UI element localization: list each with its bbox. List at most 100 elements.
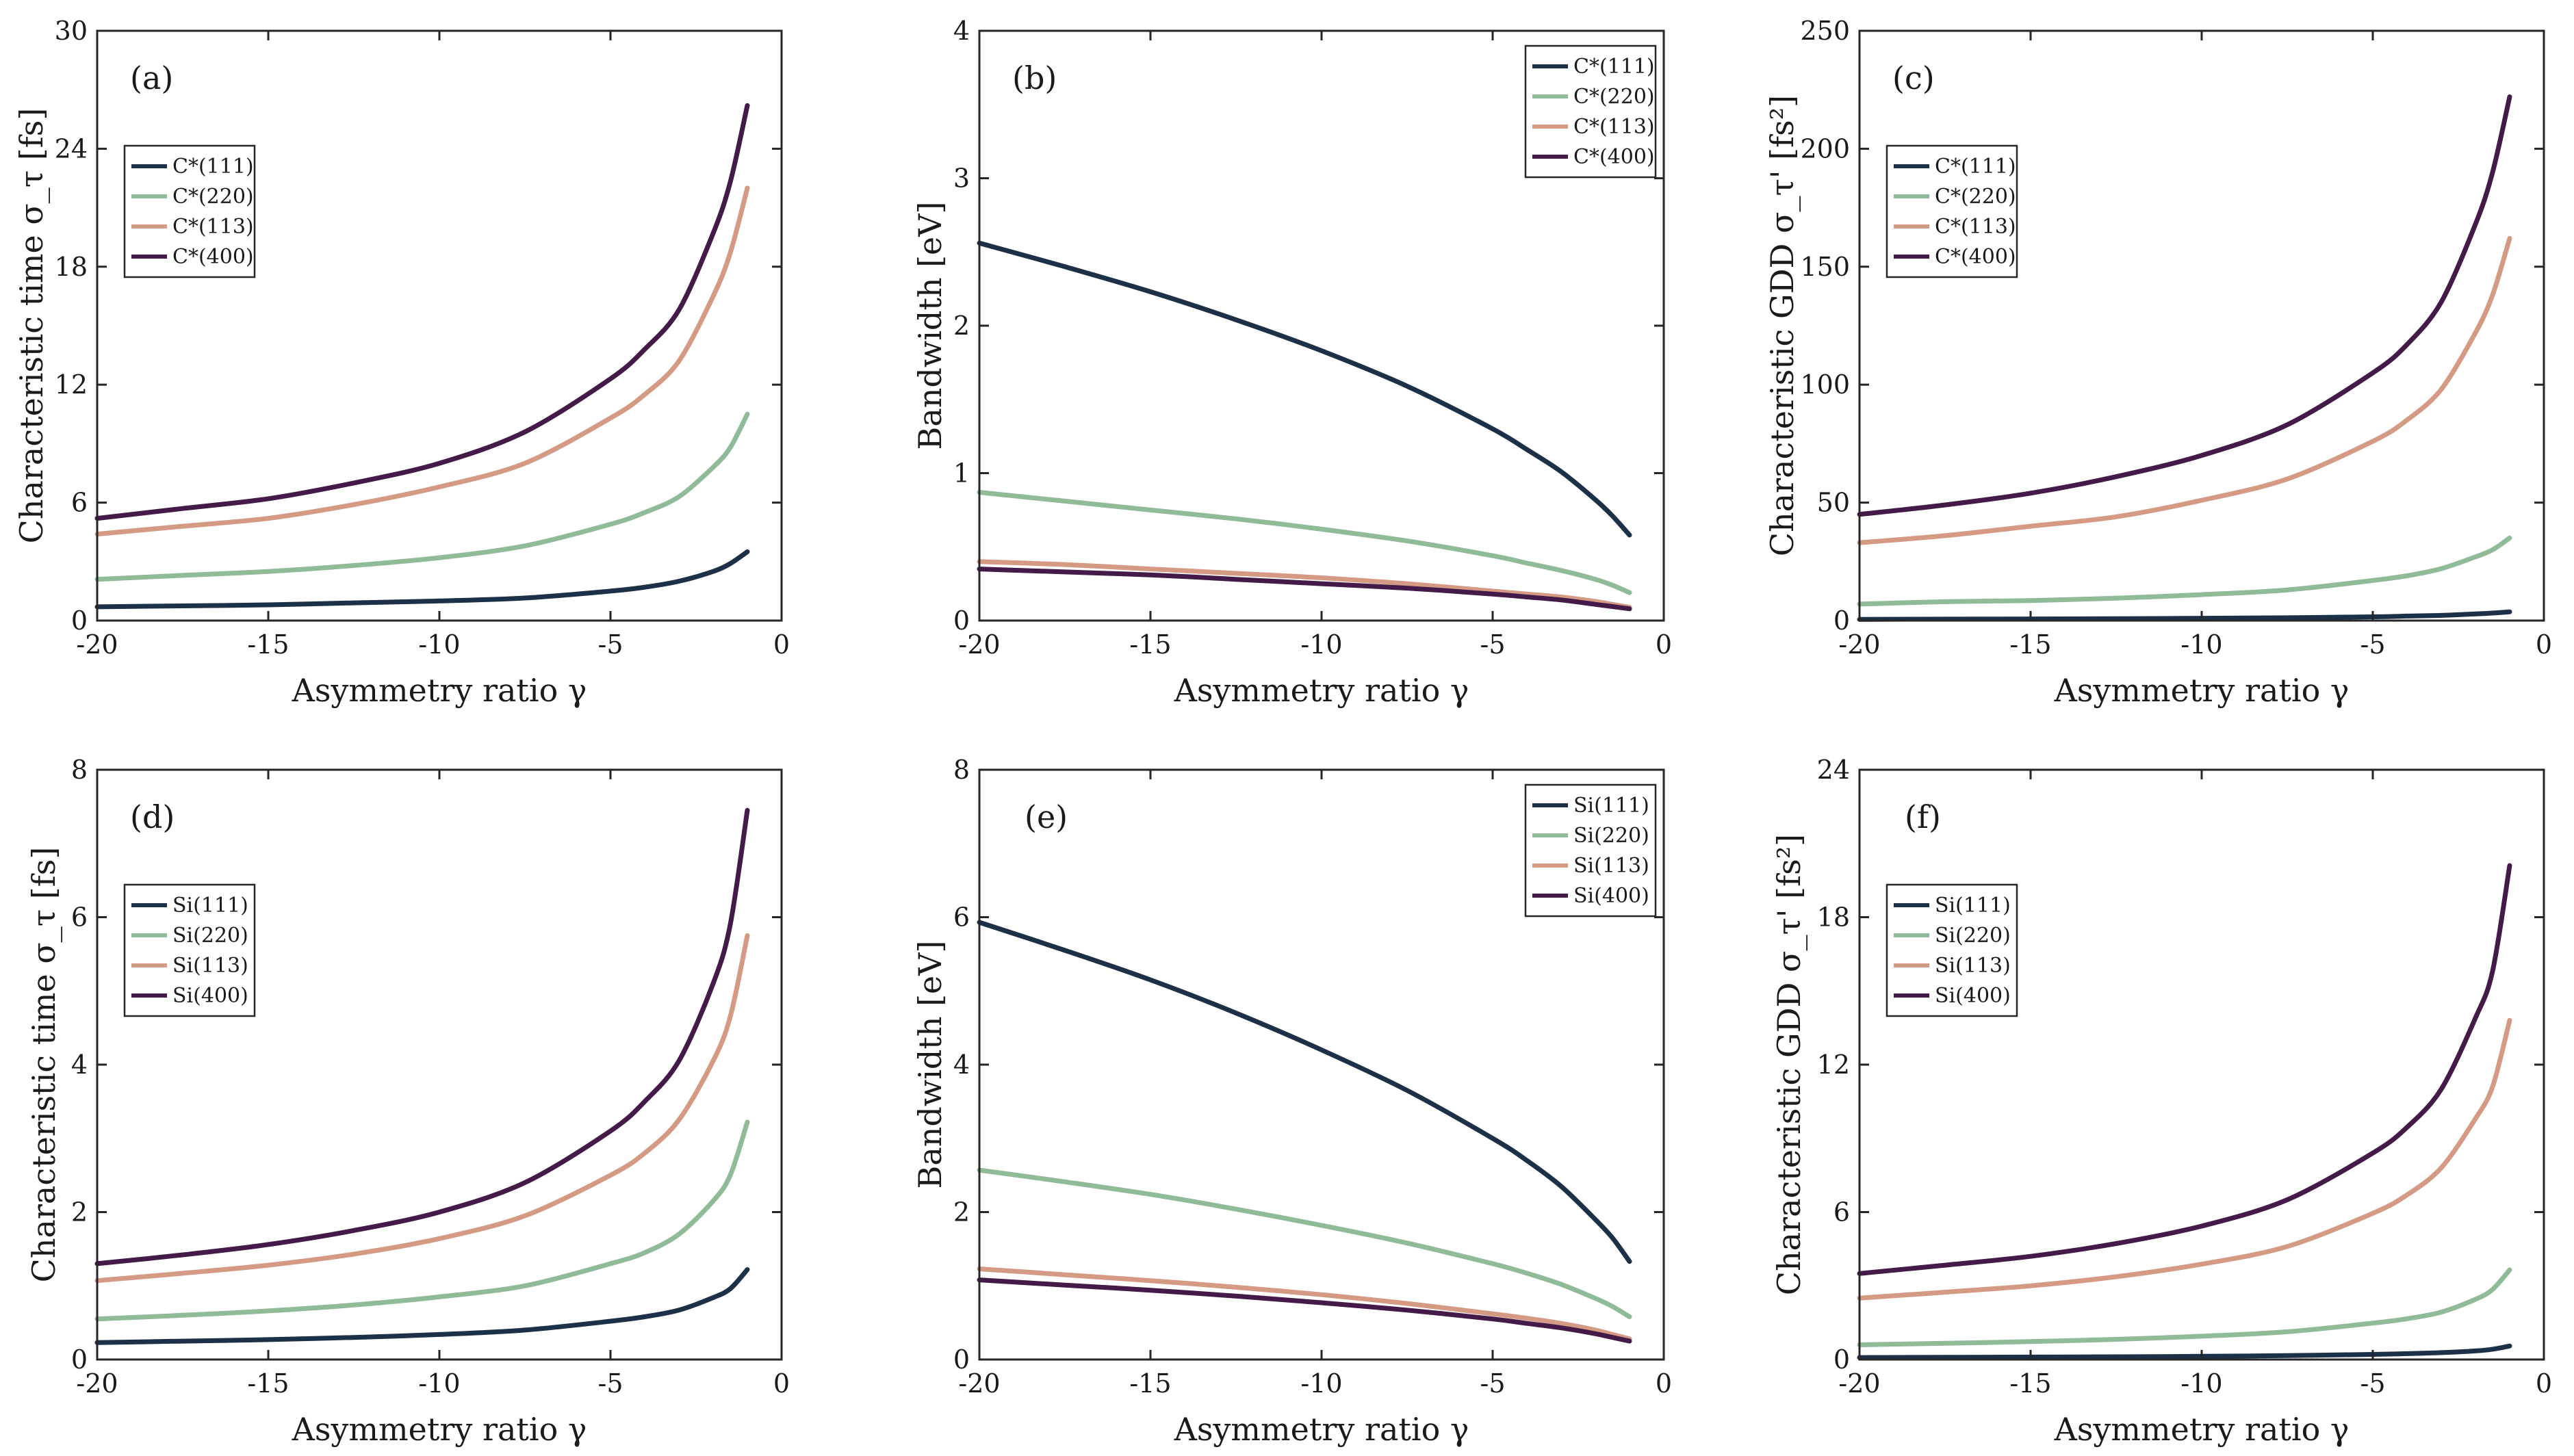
panel-c: -20 -15 -10 -5 0 0 50 100 150 200 250 (c) Asymmetr… bbox=[1764, 16, 2552, 709]
x-tick-label-f-3: -5 bbox=[2360, 1368, 2385, 1399]
x-axis-label-e: Asymmetry ratio γ bbox=[1174, 1411, 1469, 1448]
x-axis-label-c: Asymmetry ratio γ bbox=[2054, 672, 2350, 709]
plot-lines-a bbox=[94, 103, 750, 610]
x-axis-label-d: Asymmetry ratio γ bbox=[292, 1411, 587, 1448]
y-tick-label-c-2: 100 bbox=[1800, 369, 1850, 400]
x-axis-label-a: Asymmetry ratio γ bbox=[292, 672, 587, 709]
panel-label-b: (b) bbox=[1012, 60, 1057, 96]
legend-label-e-1: Si(111) bbox=[1573, 794, 1649, 818]
x-tick-label-b-3: -5 bbox=[1480, 629, 1505, 660]
plot-lines-d bbox=[94, 807, 750, 1345]
x-tick-label-a-4: 0 bbox=[773, 629, 790, 660]
series-line-f-3 bbox=[1857, 1017, 2512, 1301]
series-line-f-1 bbox=[1857, 1343, 2512, 1360]
y-tick-label-c-5: 250 bbox=[1800, 16, 1850, 46]
x-tick-label-c-3: -5 bbox=[2360, 629, 2385, 660]
y-tick-label-e-4: 8 bbox=[953, 755, 970, 785]
legend-label-d-3: Si(113) bbox=[172, 954, 248, 978]
x-tick-label-d-4: 0 bbox=[773, 1368, 790, 1399]
panel-label-e: (e) bbox=[1025, 798, 1068, 835]
x-tick-label-b-0: -20 bbox=[958, 629, 1000, 660]
series-line-a-2 bbox=[94, 411, 750, 582]
y-tick-label-f-4: 24 bbox=[1817, 755, 1850, 785]
y-tick-label-a-1: 6 bbox=[71, 488, 88, 518]
series-line-d-2 bbox=[94, 1119, 750, 1322]
series-line-b-4 bbox=[977, 567, 1632, 612]
y-tick-label-d-4: 8 bbox=[71, 755, 88, 785]
y-tick-label-b-1: 1 bbox=[953, 458, 970, 489]
series-line-c-3 bbox=[1857, 235, 2512, 545]
plot-lines-f bbox=[1857, 863, 2512, 1360]
x-tick-label-e-0: -20 bbox=[958, 1368, 1000, 1399]
series-line-f-4 bbox=[1857, 863, 2512, 1276]
panel-label-f: (f) bbox=[1905, 798, 1941, 835]
legend-label-a-1: C*(111) bbox=[172, 155, 254, 179]
x-tick-label-e-3: -5 bbox=[1480, 1368, 1505, 1399]
y-tick-label-d-1: 2 bbox=[71, 1197, 88, 1227]
series-line-b-3 bbox=[977, 559, 1632, 610]
legend-label-a-4: C*(400) bbox=[172, 245, 254, 269]
x-tick-label-d-0: -20 bbox=[76, 1368, 118, 1399]
legend-c: C*(111) C*(220) C*(113) C*(400) bbox=[1886, 144, 2018, 278]
y-tick-label-f-3: 18 bbox=[1817, 902, 1850, 933]
series-line-c-2 bbox=[1857, 535, 2512, 607]
x-tick-label-f-2: -10 bbox=[2180, 1368, 2222, 1399]
legend-label-f-3: Si(113) bbox=[1935, 954, 2011, 978]
legend-label-b-1: C*(111) bbox=[1573, 55, 1655, 79]
y-tick-label-d-3: 6 bbox=[71, 902, 88, 933]
x-axis-label-f: Asymmetry ratio γ bbox=[2054, 1411, 2350, 1448]
y-axis-label-f: Characteristic GDD σ_τ' [fs²] bbox=[1771, 834, 1807, 1295]
x-tick-label-e-2: -10 bbox=[1300, 1368, 1342, 1399]
legend-a: C*(111) C*(220) C*(113) C*(400) bbox=[123, 144, 256, 278]
ticks-e: -20 -15 -10 -5 0 0 2 4 6 8 bbox=[953, 755, 1672, 1399]
legend-label-b-3: C*(113) bbox=[1573, 115, 1655, 139]
y-tick-label-d-0: 0 bbox=[71, 1344, 88, 1375]
series-line-d-3 bbox=[94, 933, 750, 1284]
series-line-e-3 bbox=[977, 1266, 1632, 1342]
y-axis-label-b: Bandwidth [eV] bbox=[912, 202, 949, 450]
x-tick-label-f-0: -20 bbox=[1838, 1368, 1880, 1399]
y-tick-label-c-3: 150 bbox=[1800, 252, 1850, 282]
x-tick-label-c-0: -20 bbox=[1838, 629, 1880, 660]
legend-e: Si(111) Si(220) Si(113) Si(400) bbox=[1524, 783, 1657, 918]
x-tick-label-f-1: -15 bbox=[2009, 1368, 2051, 1399]
x-tick-label-d-1: -15 bbox=[247, 1368, 289, 1399]
legend-label-a-3: C*(113) bbox=[172, 215, 254, 239]
x-tick-label-b-1: -15 bbox=[1129, 629, 1171, 660]
series-line-e-1 bbox=[977, 920, 1632, 1264]
y-tick-label-a-0: 0 bbox=[71, 606, 88, 636]
x-tick-label-f-4: 0 bbox=[2536, 1368, 2552, 1399]
ticks-d: -20 -15 -10 -5 0 0 2 4 6 8 bbox=[71, 755, 790, 1399]
y-tick-label-a-4: 24 bbox=[55, 133, 88, 164]
legend-label-d-4: Si(400) bbox=[172, 984, 248, 1008]
series-line-e-2 bbox=[977, 1167, 1632, 1319]
plot-lines-b bbox=[977, 240, 1632, 612]
x-tick-label-b-2: -10 bbox=[1300, 629, 1342, 660]
y-tick-label-e-3: 6 bbox=[953, 902, 970, 933]
y-tick-label-d-2: 4 bbox=[71, 1050, 88, 1080]
legend-d: Si(111) Si(220) Si(113) Si(400) bbox=[123, 883, 256, 1017]
legend-label-f-2: Si(220) bbox=[1935, 924, 2011, 948]
y-tick-label-f-1: 6 bbox=[1833, 1197, 1850, 1227]
legend-label-c-3: C*(113) bbox=[1935, 215, 2016, 239]
legend-label-f-1: Si(111) bbox=[1935, 894, 2011, 918]
x-axis-label-b: Asymmetry ratio γ bbox=[1174, 672, 1469, 709]
y-tick-label-c-4: 200 bbox=[1800, 133, 1850, 164]
series-line-b-1 bbox=[977, 240, 1632, 538]
y-tick-label-e-1: 2 bbox=[953, 1197, 970, 1227]
x-tick-label-a-0: -20 bbox=[76, 629, 118, 660]
plot-lines-e bbox=[977, 920, 1632, 1344]
x-tick-label-b-4: 0 bbox=[1656, 629, 1672, 660]
series-line-e-4 bbox=[977, 1277, 1632, 1344]
panel-label-c: (c) bbox=[1892, 60, 1935, 96]
legend-label-a-2: C*(220) bbox=[172, 185, 254, 209]
x-tick-label-a-3: -5 bbox=[597, 629, 623, 660]
legend-label-c-1: C*(111) bbox=[1935, 155, 2016, 179]
x-tick-label-a-1: -15 bbox=[247, 629, 289, 660]
y-axis-label-d: Characteristic time σ_τ [fs] bbox=[25, 847, 62, 1283]
legend-label-f-4: Si(400) bbox=[1935, 984, 2011, 1008]
